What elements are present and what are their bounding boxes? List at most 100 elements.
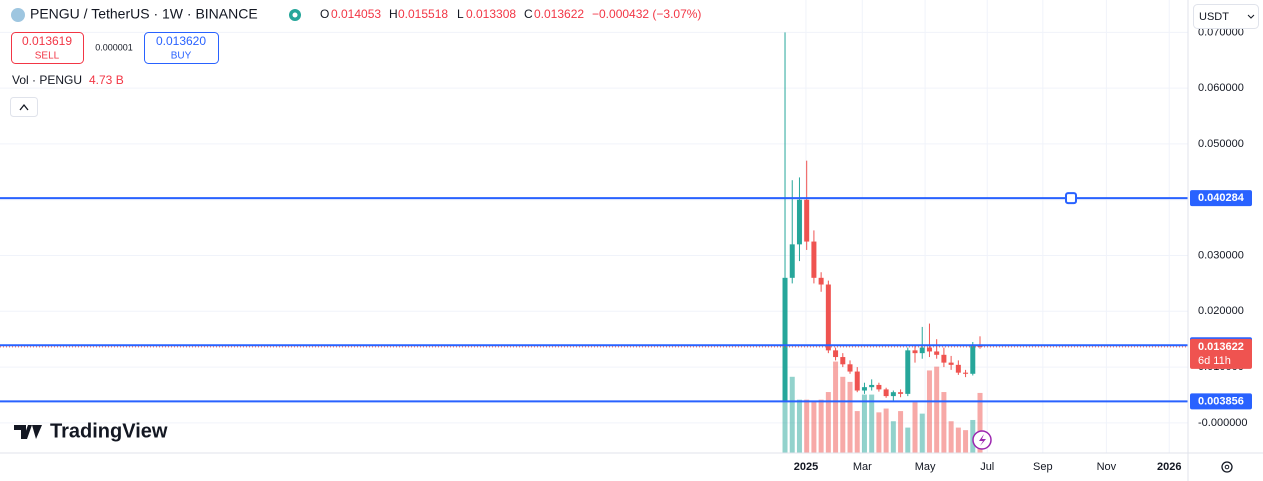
volume-bar bbox=[876, 412, 882, 453]
volume-bar bbox=[948, 421, 954, 453]
x-tick-label: Nov bbox=[1097, 461, 1117, 473]
volume-bar bbox=[796, 399, 802, 453]
volume-bar bbox=[970, 419, 976, 453]
volume-title: Vol · PENGU bbox=[12, 73, 82, 87]
price-label: 0.013622 bbox=[1198, 341, 1244, 353]
buy-button[interactable] bbox=[144, 32, 219, 64]
dropdown-caret bbox=[1247, 14, 1255, 19]
candle-body bbox=[869, 384, 875, 388]
candle-body bbox=[818, 277, 824, 285]
candle-body bbox=[963, 372, 969, 374]
x-tick-label: May bbox=[915, 461, 936, 473]
sell-button[interactable] bbox=[11, 32, 84, 64]
candle-body bbox=[955, 364, 961, 373]
chevron-icon bbox=[19, 103, 29, 111]
volume-bar bbox=[898, 411, 904, 453]
candle-body bbox=[789, 244, 795, 278]
candle-body bbox=[854, 371, 860, 391]
grid bbox=[0, 0, 1188, 453]
volume-bar bbox=[905, 427, 911, 453]
y-tick-label: 0.070000 bbox=[1198, 26, 1244, 38]
candle-body bbox=[876, 384, 882, 390]
candle-body bbox=[898, 392, 904, 394]
volume-bar bbox=[890, 421, 896, 453]
ohlc-value: 0.013308 bbox=[466, 7, 516, 21]
candle-body bbox=[840, 357, 846, 365]
currency-select[interactable] bbox=[1193, 4, 1259, 29]
countdown: 6d 11h bbox=[1198, 355, 1231, 367]
candle-body bbox=[782, 277, 788, 401]
volume-bar bbox=[919, 413, 925, 453]
volume-bar bbox=[804, 399, 810, 453]
ohlc-label: H bbox=[389, 7, 398, 21]
y-tick-label: -0.000000 bbox=[1198, 417, 1248, 429]
candle-body bbox=[912, 350, 918, 354]
y-tick-label: 0.060000 bbox=[1198, 82, 1244, 94]
volume-bar bbox=[934, 366, 940, 453]
volume-layer bbox=[782, 361, 983, 453]
candle-body bbox=[883, 389, 889, 397]
x-tick-label: Jul bbox=[980, 461, 994, 473]
candle-body bbox=[890, 392, 896, 397]
market-status-dot bbox=[292, 12, 298, 18]
candle-body bbox=[905, 350, 911, 394]
volume-bar bbox=[811, 400, 817, 453]
x-tick-label: Sep bbox=[1033, 461, 1053, 473]
volume-bar bbox=[941, 392, 947, 453]
candle-body bbox=[811, 241, 817, 278]
symbol-icon bbox=[11, 8, 25, 22]
volume-bar bbox=[782, 399, 788, 453]
y-tick-label: 0.030000 bbox=[1198, 249, 1244, 261]
ohlc-label: C bbox=[524, 7, 533, 21]
candle-body bbox=[796, 199, 802, 245]
volume-bar bbox=[818, 399, 824, 453]
candle-body bbox=[833, 350, 839, 358]
y-tick-label: 0.050000 bbox=[1198, 138, 1244, 150]
candle-body bbox=[948, 362, 954, 365]
currency: USDT bbox=[1199, 11, 1229, 23]
price-axis: -0.0000000.0100000.0200000.0300000.04000… bbox=[794, 26, 1252, 473]
line-price-label: 0.003856 bbox=[1198, 395, 1244, 407]
buy-label: BUY bbox=[171, 51, 192, 62]
volume-bar bbox=[963, 430, 969, 453]
volume-bar bbox=[883, 408, 889, 453]
candle-body bbox=[941, 354, 947, 363]
x-tick-label: 2026 bbox=[1157, 461, 1181, 473]
logo-icon bbox=[14, 425, 42, 439]
ohlc-label: O bbox=[320, 7, 329, 21]
candle-body bbox=[926, 347, 932, 352]
volume-bar bbox=[912, 402, 918, 453]
sell-label: SELL bbox=[35, 51, 60, 62]
volume-bar bbox=[977, 392, 983, 453]
settings-icon[interactable] bbox=[1221, 461, 1233, 473]
candle-body bbox=[970, 344, 976, 374]
line-price-label: 0.040284 bbox=[1198, 192, 1245, 204]
candle-layer bbox=[782, 32, 983, 402]
x-tick-label: 2025 bbox=[794, 461, 818, 473]
volume-bar bbox=[840, 376, 846, 453]
volume-bar bbox=[926, 370, 932, 453]
ohlc-value: 0.015518 bbox=[398, 7, 448, 21]
line-price-tag bbox=[1190, 393, 1252, 410]
ohlc-value: 0.014053 bbox=[331, 7, 381, 21]
sell-price: 0.013619 bbox=[22, 34, 72, 48]
spread: 0.000001 bbox=[95, 42, 133, 52]
volume-bar bbox=[833, 361, 839, 453]
volume-bar bbox=[861, 394, 867, 453]
collapse-button[interactable] bbox=[10, 97, 38, 117]
line-handle[interactable] bbox=[1065, 192, 1077, 205]
volume-value: 4.73 B bbox=[89, 73, 124, 87]
candle-body bbox=[934, 351, 940, 355]
change: −0.000432 (−3.07%) bbox=[592, 7, 701, 21]
volume-bar bbox=[825, 392, 831, 453]
candle-body bbox=[861, 387, 867, 391]
y-tick-label: 0.020000 bbox=[1198, 305, 1244, 317]
overlay: PENGU / TetherUS · 1W · BINANCE O 0.0140… bbox=[10, 4, 1259, 473]
volume-bar bbox=[854, 411, 860, 453]
volume-bar bbox=[847, 381, 853, 453]
candle-body bbox=[847, 364, 853, 372]
ohlc-value: 0.013622 bbox=[534, 7, 584, 21]
line-layer bbox=[0, 192, 1188, 403]
